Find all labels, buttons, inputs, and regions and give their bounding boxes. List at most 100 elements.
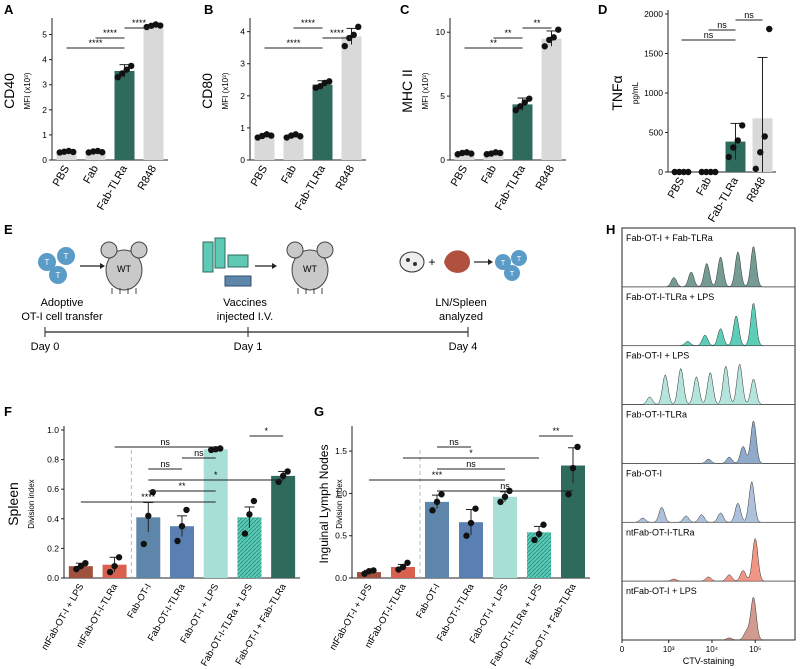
- y-tick-label: 1000: [644, 88, 663, 98]
- mouse-label: WT: [117, 264, 131, 274]
- significance-label: ns: [704, 30, 714, 40]
- data-point: [698, 168, 705, 176]
- data-point: [77, 562, 85, 570]
- bar: [68, 566, 93, 578]
- significance-label: **: [533, 18, 541, 28]
- step-3-label-line1: LN/Spleen: [435, 297, 486, 309]
- significance-label: **: [178, 481, 186, 491]
- data-point: [467, 519, 475, 527]
- sample-label: ntFab-OT-I + LPS: [626, 586, 697, 596]
- data-point: [341, 42, 348, 50]
- y-tick-label: 10: [436, 27, 446, 37]
- histogram-curve: [621, 537, 796, 582]
- significance-label: **: [490, 38, 498, 48]
- panel-letter-e: E: [4, 222, 13, 237]
- x-axis-label: CTV-staining: [683, 656, 735, 666]
- data-point: [370, 567, 377, 574]
- t-cell-icon: [38, 253, 56, 271]
- significance-label: *: [265, 426, 269, 436]
- y-axis-sublabel: MFI (x10³): [421, 72, 430, 109]
- data-point: [730, 144, 737, 151]
- data-point: [123, 66, 130, 73]
- significance-label: ****: [103, 28, 118, 38]
- y-axis-label: MHC II: [399, 69, 415, 113]
- data-point: [250, 497, 258, 505]
- data-point: [752, 165, 759, 173]
- bar: [203, 449, 228, 578]
- y-axis-sublabel: Division index: [335, 479, 344, 528]
- significance-label: ns: [160, 459, 170, 469]
- y-axis-label: TNFα: [609, 75, 625, 110]
- bar: [527, 532, 551, 578]
- bar: [541, 38, 562, 160]
- significance-label: **: [504, 28, 512, 38]
- data-point: [217, 445, 224, 452]
- data-point: [703, 168, 710, 176]
- y-tick-label: 2: [42, 105, 47, 115]
- data-point: [73, 565, 80, 573]
- y-axis-sublabel: MFI (x10³): [221, 72, 230, 109]
- data-point: [115, 554, 123, 561]
- data-point: [501, 493, 509, 501]
- y-tick-label: 0: [240, 155, 245, 165]
- step-1-label-line1: Adoptive: [41, 297, 84, 309]
- panel-letter-g: G: [314, 404, 324, 419]
- panel-letter-a: A: [4, 2, 14, 17]
- data-point: [526, 95, 533, 102]
- data-point: [268, 132, 275, 139]
- bar: [254, 135, 275, 160]
- y-tick-label: 4: [240, 27, 245, 37]
- data-point: [531, 536, 538, 544]
- significance-label: **: [552, 426, 560, 436]
- data-point: [725, 153, 732, 161]
- significance-label: ****: [88, 38, 103, 48]
- data-point: [106, 568, 114, 576]
- data-point: [463, 532, 470, 539]
- data-point: [512, 106, 519, 114]
- x-tick-label: PBS: [666, 176, 687, 201]
- data-point: [517, 103, 524, 110]
- data-point: [433, 498, 441, 506]
- bar-chart-g: 0.0 0.5 1.0 1.5 Inguinal Lymph Nodes Division…: [317, 426, 590, 668]
- t-cell-label: T: [517, 256, 522, 263]
- significance-label: ns: [194, 448, 204, 458]
- significance-label: ****: [141, 492, 156, 502]
- data-point: [317, 82, 324, 90]
- significance-label: ****: [286, 38, 301, 48]
- y-tick-label: 0.0: [47, 573, 59, 583]
- y-tick-label: 3: [42, 80, 47, 90]
- significance-label: *: [214, 470, 218, 480]
- t-cell-icon: [49, 266, 67, 284]
- significance-label: *: [469, 448, 473, 458]
- y-axis-sublabel: pg/mL: [631, 81, 640, 104]
- histogram-curve: [621, 420, 796, 464]
- arrowhead-icon: [272, 263, 277, 269]
- y-tick-label: 5: [440, 91, 445, 101]
- step-2-label-line2: injected I.V.: [217, 311, 273, 323]
- x-tick-label: PBS: [449, 164, 470, 189]
- data-point: [766, 25, 773, 33]
- significance-label: ****: [301, 18, 316, 28]
- data-point: [521, 99, 528, 106]
- data-point: [757, 149, 764, 156]
- sample-label: Fab-OT-I-TLRa + LPS: [626, 292, 714, 302]
- bar: [512, 104, 533, 160]
- day-4-label: Day 4: [449, 341, 478, 353]
- bar: [56, 151, 77, 160]
- data-point: [468, 150, 475, 157]
- bar: [114, 70, 135, 160]
- data-point: [70, 148, 77, 156]
- x-tick-label: Fab-OT-I: [125, 582, 154, 620]
- data-point: [355, 23, 362, 31]
- mouse-icon: [286, 241, 334, 294]
- y-tick-label: 0.4: [47, 514, 59, 524]
- data-point: [541, 43, 548, 50]
- y-tick-label: 0.2: [47, 543, 59, 553]
- data-point: [497, 149, 504, 157]
- bar: [391, 567, 415, 578]
- y-tick-label: 3: [240, 59, 245, 69]
- data-point: [399, 563, 407, 571]
- data-point: [540, 521, 547, 528]
- data-point: [241, 530, 249, 537]
